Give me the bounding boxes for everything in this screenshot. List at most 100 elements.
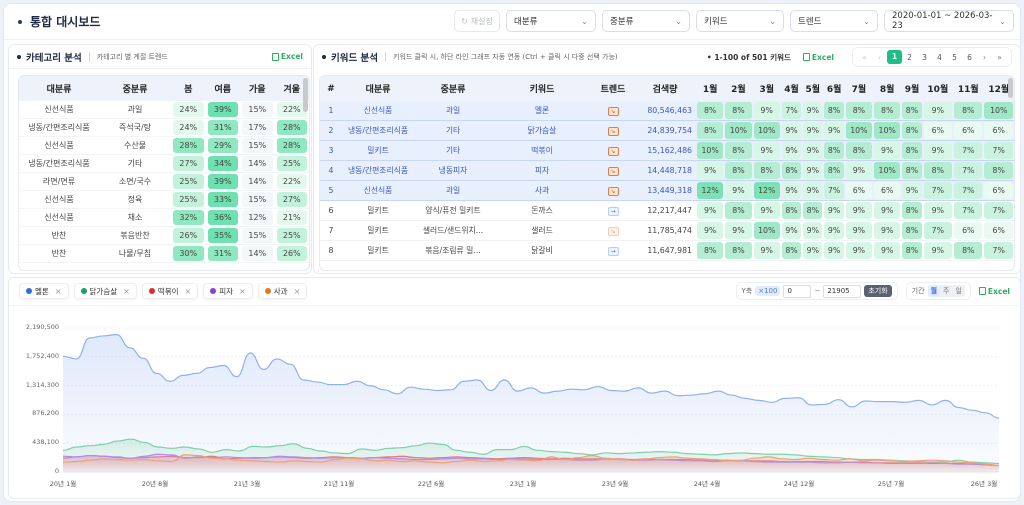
period-month-button[interactable]: 월 bbox=[927, 285, 941, 297]
table-row[interactable]: 냉동/간편조리식품 기타 27% 34% 14% 25% bbox=[19, 155, 309, 173]
column-header[interactable]: # bbox=[320, 76, 342, 101]
y-axis-tick: 1,752,400 bbox=[25, 351, 59, 360]
table-row[interactable]: 냉동/간편조리식품 즉석국/탕 24% 31% 17% 28% bbox=[19, 119, 309, 137]
column-header[interactable]: 중분류 bbox=[414, 76, 492, 101]
column-header[interactable]: 11월 bbox=[953, 76, 984, 101]
search-volume-cell: 24,839,754 bbox=[634, 121, 696, 141]
keyword-row[interactable]: 6 밀키트 양식/퓨전 밀키트 돈까스 → 12,217,447 9% 8% 9% 8% 8% 9% 9… bbox=[320, 201, 1014, 221]
month-pct-cell: 9% bbox=[874, 142, 901, 159]
remove-chip-close-icon[interactable]: × bbox=[184, 286, 192, 296]
chart-excel-button[interactable]: Excel bbox=[978, 287, 1010, 296]
table-row[interactable]: 반찬 나물/무침 30% 31% 14% 26% bbox=[19, 245, 309, 263]
column-header[interactable]: 10월 bbox=[922, 76, 954, 101]
table-row[interactable]: 반찬 볶음반찬 26% 35% 15% 25% bbox=[19, 227, 309, 245]
keyword-row[interactable]: 3 밀키트 기타 떡볶이 ↘ 15,162,486 10% 8% 9% 9% 9% 8% 8% 9% 8% 9… bbox=[320, 141, 1014, 161]
table-row[interactable]: 라면/면류 소면/국수 25% 39% 14% 22% bbox=[19, 173, 309, 191]
month-pct-cell: 6% bbox=[874, 182, 901, 199]
keyword-excel-button[interactable]: Excel bbox=[802, 53, 834, 62]
season-pct-cell: 15% bbox=[242, 228, 273, 243]
keyword-row[interactable]: 8 밀키트 볶음/조림류 밀... 닭갈비 → 11,647,981 8% 8% 9% 8% 9% 9… bbox=[320, 241, 1014, 261]
season-pct-cell: 28% bbox=[276, 138, 307, 153]
major-category-select[interactable]: 대분류 ⌄ bbox=[506, 10, 596, 32]
y-scale-tag[interactable]: ×100 bbox=[755, 286, 781, 296]
first-page-button[interactable]: « bbox=[862, 52, 867, 62]
keyword-select[interactable]: 키워드 ⌄ bbox=[696, 10, 784, 32]
table-row[interactable]: 신선식품 수산물 28% 29% 15% 28% bbox=[19, 137, 309, 155]
category-table-scrollbar[interactable] bbox=[303, 78, 308, 112]
column-header[interactable]: 2월 bbox=[724, 76, 753, 101]
remove-chip-close-icon[interactable]: × bbox=[239, 286, 246, 296]
keyword-row[interactable]: 2 냉동/간편조리식품 기타 닭가슴살 ↘ 24,839,754 8% 10% 10% 9% 9% 9… bbox=[320, 121, 1014, 141]
keyword-cell: 피자 bbox=[492, 161, 592, 181]
chevron-down-icon: ⌄ bbox=[675, 16, 682, 26]
y-min-input[interactable] bbox=[783, 284, 812, 298]
column-header[interactable]: 대분류 bbox=[342, 76, 414, 101]
column-header[interactable]: 검색량 bbox=[634, 76, 696, 101]
trend-select[interactable]: 트렌드 ⌄ bbox=[790, 10, 878, 32]
search-volume-cell: 14,448,718 bbox=[634, 161, 696, 181]
month-pct-cell: 8% bbox=[874, 102, 901, 119]
next-page-button[interactable]: › bbox=[983, 52, 986, 62]
column-header[interactable]: 가을 bbox=[240, 76, 275, 101]
major-cell: 냉동/간편조리식품 bbox=[19, 119, 99, 137]
keyword-chip[interactable]: 피자 × bbox=[203, 283, 253, 299]
column-header[interactable]: 4월 bbox=[780, 76, 803, 101]
keyword-panel-subtitle: 키워드 클릭 시, 하단 라인 그래프 자동 연동 (Ctrl + 클릭 시 다… bbox=[393, 53, 618, 61]
category-excel-button[interactable]: Excel bbox=[271, 52, 303, 61]
period-day-button[interactable]: 일 bbox=[955, 287, 962, 295]
column-header[interactable]: 중분류 bbox=[99, 76, 171, 101]
column-header[interactable]: 트렌드 bbox=[592, 76, 634, 101]
keyword-row[interactable]: 1 신선식품 과일 멜론 ↘ 80,546,463 8% 8% 9% 7% 9% 8% 8% 8% 8% 9%… bbox=[320, 101, 1014, 121]
keyword-row[interactable]: 4 냉동/간편조리식품 냉동피자 피자 ↘ 14,448,718 9% 8% 8% 8% 9% 8% 9… bbox=[320, 161, 1014, 181]
y-axis-tick: 876,200 bbox=[32, 409, 59, 418]
column-header[interactable]: 3월 bbox=[752, 76, 781, 101]
column-header[interactable]: 5월 bbox=[802, 76, 824, 101]
season-pct-cell: 39% bbox=[207, 102, 238, 117]
column-header[interactable]: 6월 bbox=[823, 76, 845, 101]
keyword-chip[interactable]: 멜론 × bbox=[19, 283, 69, 299]
season-pct-cell: 24% bbox=[173, 120, 204, 135]
y-reset-button[interactable]: 초기화 bbox=[864, 285, 892, 297]
keyword-row[interactable]: 7 밀키트 샐러드/샌드위치... 샐러드 ↘ 11,785,474 9% 9% 10% 9% 9%… bbox=[320, 221, 1014, 241]
page-button-6[interactable]: 6 bbox=[967, 52, 972, 62]
prev-page-button[interactable]: ‹ bbox=[878, 52, 881, 62]
column-header[interactable]: 대분류 bbox=[19, 76, 99, 101]
remove-chip-close-icon[interactable]: × bbox=[123, 286, 130, 296]
column-header[interactable]: 1월 bbox=[696, 76, 725, 101]
page-button-2[interactable]: 2 bbox=[907, 52, 912, 62]
keyword-table-scrollbar[interactable] bbox=[1008, 78, 1013, 98]
table-row[interactable]: 신선식품 채소 32% 36% 12% 21% bbox=[19, 209, 309, 227]
y-max-input[interactable] bbox=[823, 284, 862, 298]
period-week-button[interactable]: 주 bbox=[943, 287, 950, 295]
season-pct-cell: 32% bbox=[173, 210, 204, 225]
keyword-chip[interactable]: 사과 × bbox=[257, 283, 308, 299]
page-button-3[interactable]: 3 bbox=[922, 52, 927, 62]
minor-category-cell: 냉동피자 bbox=[414, 161, 492, 181]
month-pct-cell: 8% bbox=[954, 102, 983, 119]
y-axis-tick: 0 bbox=[54, 467, 59, 475]
column-header[interactable]: 키워드 bbox=[492, 76, 592, 101]
column-header[interactable]: 봄 bbox=[171, 76, 206, 101]
table-row[interactable]: 신선식품 정육 25% 33% 15% 27% bbox=[19, 191, 309, 209]
column-header[interactable]: 9월 bbox=[901, 76, 923, 101]
column-header[interactable]: 여름 bbox=[205, 76, 240, 101]
keyword-chip[interactable]: 떡볶이 × bbox=[141, 283, 199, 299]
trend-line-chart[interactable]: 2,190,500 1,752,400 1,314,300 876,200 438,10… bbox=[9, 308, 1022, 498]
page-button-4[interactable]: 4 bbox=[937, 52, 942, 62]
keyword-row[interactable]: 5 신선식품 과일 사과 ↘ 13,449,318 12% 9% 12% 9% 9% 7% 6% 6% 9%… bbox=[320, 181, 1014, 201]
remove-chip-close-icon[interactable]: × bbox=[293, 286, 301, 296]
last-page-button[interactable]: » bbox=[997, 52, 1002, 62]
column-header[interactable]: 8월 bbox=[873, 76, 902, 101]
minor-category-select[interactable]: 중분류 ⌄ bbox=[602, 10, 690, 32]
keyword-chip[interactable]: 닭가슴살 × bbox=[73, 283, 137, 299]
month-pct-cell: 8% bbox=[902, 222, 922, 239]
reset-button[interactable]: ↻ 재설정 bbox=[454, 10, 500, 32]
page-button-1[interactable]: 1 bbox=[887, 50, 902, 64]
month-pct-cell: 8% bbox=[845, 142, 873, 159]
page-button-5[interactable]: 5 bbox=[952, 52, 957, 62]
trend-chart-panel: 멜론×닭가슴살×떡볶이×피자×사과× Y축 ×100 ~ 초기화 기간 월 주 … bbox=[8, 277, 1021, 499]
remove-chip-close-icon[interactable]: × bbox=[54, 286, 62, 296]
date-range-select[interactable]: 2020-01-01 ~ 2026-03-23 ⌄ bbox=[884, 10, 1014, 32]
table-row[interactable]: 신선식품 과일 24% 39% 15% 22% bbox=[19, 101, 309, 119]
column-header[interactable]: 7월 bbox=[844, 76, 874, 101]
